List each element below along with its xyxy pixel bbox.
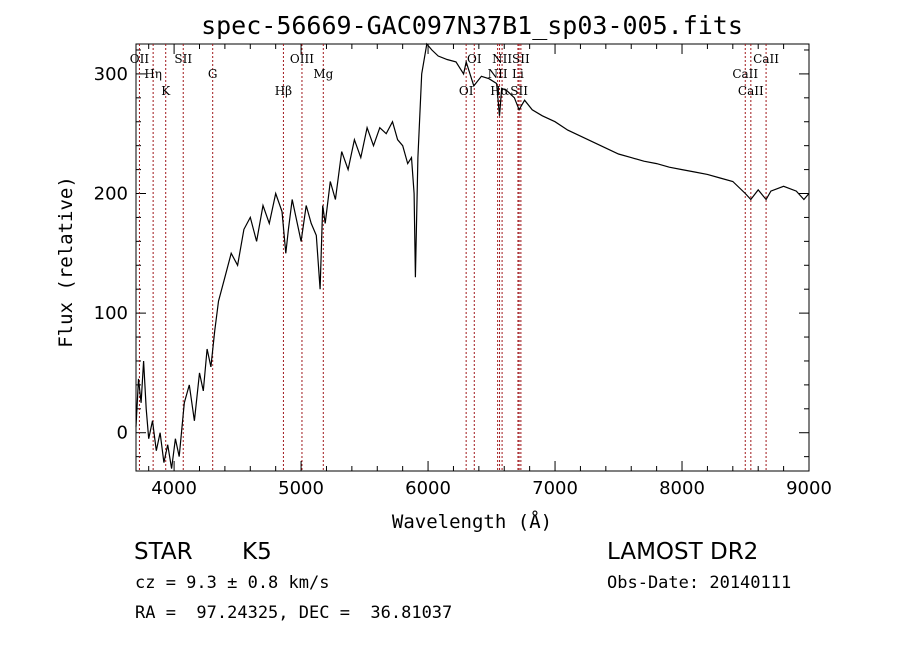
y-tick-label: 100	[94, 303, 128, 324]
y-tick-label: 0	[117, 423, 128, 444]
x-tick-label: 4000	[151, 478, 197, 499]
chart-title: spec-56669-GAC097N37B1_sp03-005.fits	[201, 11, 743, 40]
spectral-labels-layer: OIIHηKSIIGHβOIIIMgOIOINIIHαNIILiSIISIICa…	[130, 52, 779, 98]
spectral-lines-layer	[138, 44, 767, 471]
spectral-line-label: Li	[512, 67, 524, 81]
obs-date-text: Obs-Date: 20140111	[607, 573, 792, 593]
survey-label: LAMOST DR2	[607, 539, 759, 565]
y-axis-label: Flux (relative)	[55, 176, 77, 348]
x-tick-label: 7000	[532, 478, 578, 499]
axis-layer: 4000 5000 6000 7000 8000 9000 0 100 200 300	[94, 44, 832, 499]
spectral-line-label: Mg	[313, 67, 333, 81]
spectral-line-label: Hη	[144, 67, 162, 81]
spectral-line-label: SII	[174, 52, 192, 66]
x-tick-label: 8000	[659, 478, 705, 499]
spectral-line-label: Hα	[490, 84, 509, 98]
spectral-line-label: OIII	[290, 52, 314, 66]
spectrum-line-0	[135, 42, 810, 469]
spectral-line-label: CaII	[738, 84, 764, 98]
spectral-line-label: NII	[488, 67, 508, 81]
plot-frame	[135, 43, 810, 472]
series-layer	[135, 42, 810, 469]
redshift-text: cz = 9.3 ± 0.8 km/s	[135, 573, 330, 593]
spectral-line-label: G	[208, 67, 218, 81]
x-tick-label: 5000	[278, 478, 324, 499]
spectral-line-label: K	[161, 84, 171, 98]
spectral-line-label: CaII	[732, 67, 758, 81]
x-axis-label: Wavelength (Å)	[392, 510, 552, 533]
spectral-line-label: CaII	[753, 52, 779, 66]
spectral-line-label: OII	[130, 52, 150, 66]
spectral-line-label: SII	[512, 52, 530, 66]
spectral-line-label: NII	[492, 52, 512, 66]
subclass-label: K5	[242, 539, 272, 565]
y-tick-label: 200	[94, 184, 128, 205]
spectral-line-label: SII	[510, 84, 528, 98]
spectral-line-label: OI	[459, 84, 474, 98]
spectral-line-label: Hβ	[275, 84, 292, 98]
class-label: STAR	[134, 539, 193, 565]
x-tick-label: 6000	[405, 478, 451, 499]
coordinates-text: RA = 97.24325, DEC = 36.81037	[135, 603, 453, 623]
y-tick-label: 300	[94, 64, 128, 85]
spectral-line-label: OI	[467, 52, 482, 66]
x-tick-label: 9000	[786, 478, 832, 499]
